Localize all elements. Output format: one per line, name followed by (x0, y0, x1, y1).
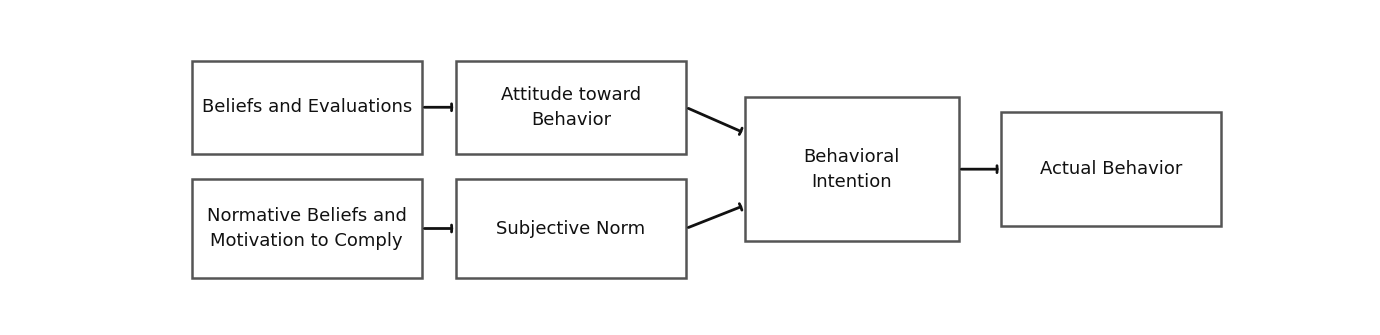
Text: Normative Beliefs and
Motivation to Comply: Normative Beliefs and Motivation to Comp… (207, 207, 407, 250)
Text: Subjective Norm: Subjective Norm (497, 219, 646, 238)
Text: Behavioral
Intention: Behavioral Intention (803, 148, 900, 191)
Text: Attitude toward
Behavior: Attitude toward Behavior (501, 86, 640, 129)
Bar (192, 61, 422, 154)
Bar (455, 61, 686, 154)
Bar (1002, 113, 1221, 226)
Bar (192, 180, 422, 277)
Text: Actual Behavior: Actual Behavior (1039, 160, 1183, 178)
Bar (455, 180, 686, 277)
Bar (745, 97, 959, 242)
Text: Beliefs and Evaluations: Beliefs and Evaluations (201, 98, 411, 116)
